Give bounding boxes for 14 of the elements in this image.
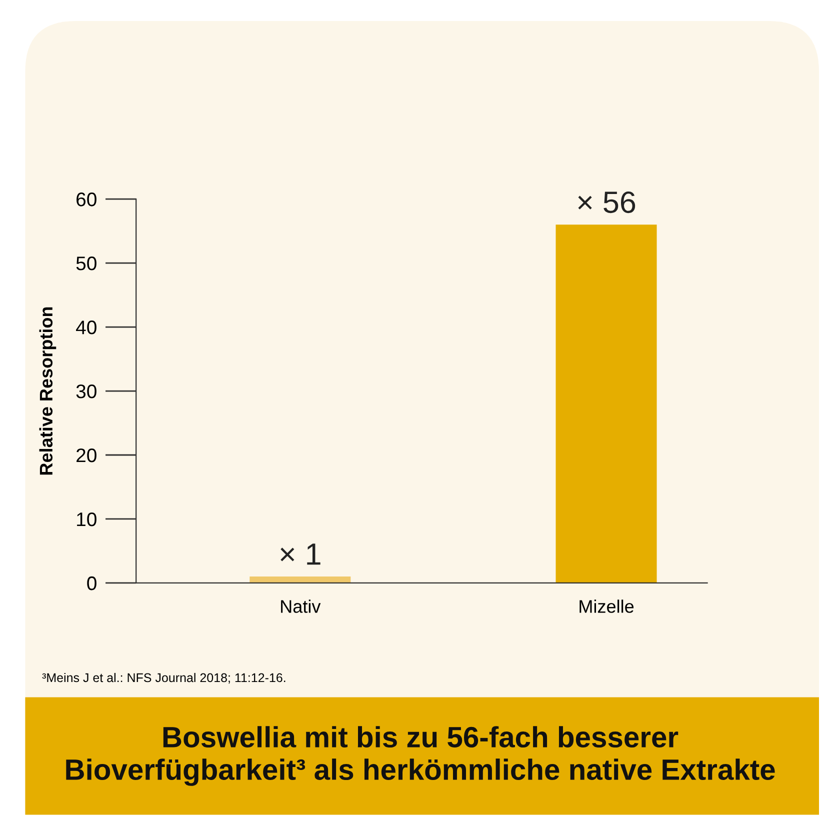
text: Boswellia mit bis zu 56-fach besserer Bioverfügbarkeit³ als herkömmliche native Extrakte: [66, 726, 775, 786]
y-tick-label: 50: [76, 256, 96, 270]
data-label: × 1: [280, 544, 320, 565]
y-tick-label: 20: [76, 448, 96, 462]
y-axis-title: Relative Resorption: [39, 307, 56, 475]
y-tick-label: 60: [76, 192, 96, 206]
y-tick-label: 40: [76, 320, 96, 334]
text: ³Meins J et al.: NFS Journal 2018; 11:12-16.: [42, 672, 286, 684]
y-tick-label: 10: [77, 512, 96, 526]
data-label: × 56: [578, 191, 636, 214]
y-tick-label: 0: [87, 576, 96, 590]
x-tick-label: Nativ: [281, 600, 321, 613]
y-tick-label: 30: [76, 384, 96, 398]
x-tick-label: Mizelle: [580, 600, 634, 613]
